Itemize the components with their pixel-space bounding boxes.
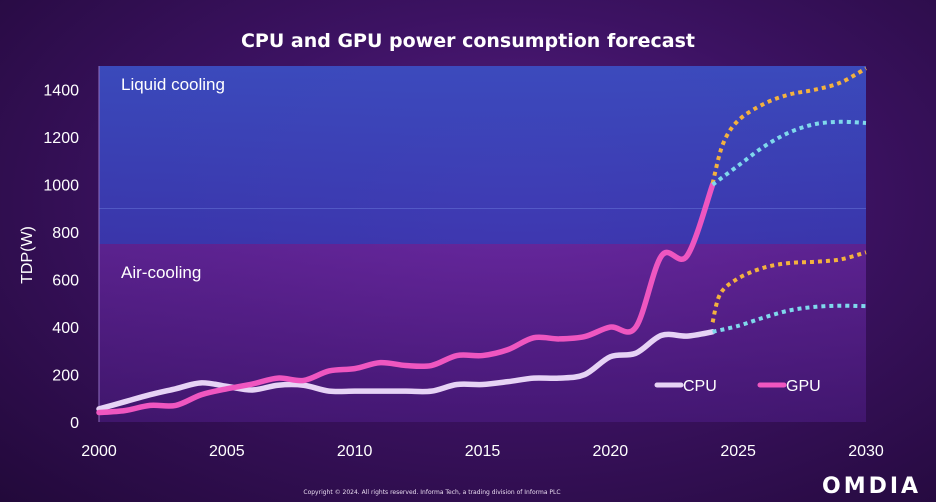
y-tick-label: 0 (70, 415, 79, 432)
gpu-legend-label: GPU (786, 378, 821, 395)
legend: CPU GPU (654, 378, 821, 395)
liquid-cooling-label: Liquid cooling (121, 75, 225, 94)
air-cooling-label: Air-cooling (121, 263, 201, 282)
axes: 0 200 400 600 800 1000 1200 1400 2000 2005 2010 201… (43, 66, 884, 460)
x-tick-label: 2000 (81, 443, 117, 460)
y-tick-label: 400 (52, 320, 79, 337)
y-tick-label: 800 (52, 225, 79, 242)
x-tick-label: 2015 (465, 443, 501, 460)
y-tick-label: 1200 (43, 130, 79, 147)
cpu-legend-label: CPU (683, 378, 717, 395)
x-tick-label: 2005 (209, 443, 245, 460)
y-tick-label: 600 (52, 273, 79, 290)
x-tick-label: 2010 (337, 443, 373, 460)
gpu-series-line (96, 181, 716, 416)
copyright-text: Copyright © 2024. All rights reserved. I… (303, 489, 561, 496)
cooling-regions: Liquid cooling Air-cooling (99, 66, 866, 422)
y-tick-label: 1400 (43, 83, 79, 100)
cpu-forecast-line (712, 303, 867, 334)
y-axis-label: TDP(W) (19, 226, 36, 284)
liquid-cooling-region (99, 66, 866, 244)
y-tick-label: 1000 (43, 178, 79, 195)
y-tick-label: 200 (52, 368, 79, 385)
series (96, 66, 867, 416)
x-tick-label: 2025 (720, 443, 756, 460)
cpu-forecast-line (711, 119, 867, 187)
cpu-series-line (96, 329, 716, 412)
chart-title: CPU and GPU power consumption forecast (240, 30, 696, 52)
x-tick-label: 2030 (848, 443, 884, 460)
x-tick-label: 2020 (593, 443, 629, 460)
air-cooling-region (99, 244, 866, 422)
omdia-logo: OMDIA (822, 474, 922, 499)
gpu-forecast-line (710, 66, 867, 184)
